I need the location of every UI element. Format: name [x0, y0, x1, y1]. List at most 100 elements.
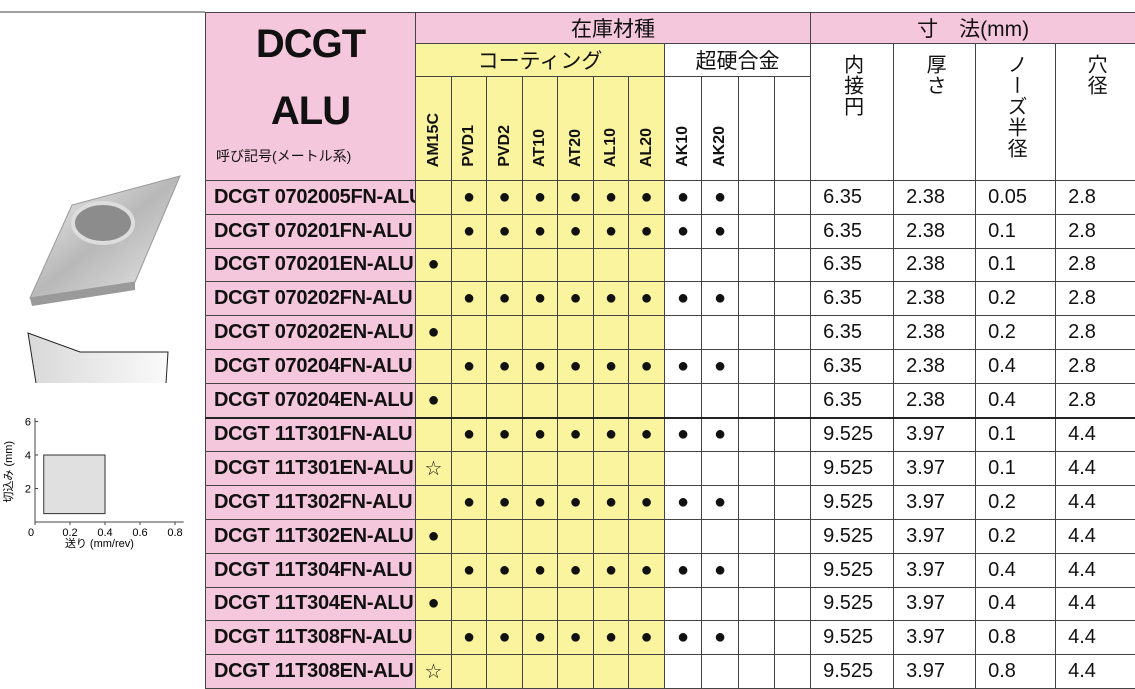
series-title: DCGT: [206, 13, 415, 76]
stock-mark: [487, 587, 523, 621]
stock-mark: [523, 383, 558, 417]
coating-header: コーティング: [416, 44, 665, 77]
series-cell: DCGT ALU 呼び記号(メートル系): [206, 13, 416, 181]
empty-cell: [739, 621, 775, 655]
stock-mark: [487, 248, 523, 282]
dimension-col-label: 厚さ: [920, 54, 949, 96]
grade-label: AL10: [602, 128, 620, 167]
dimension-value: 0.2: [976, 282, 1056, 316]
stock-mark: ●: [665, 486, 702, 520]
dimension-value: 0.2: [976, 316, 1056, 350]
stock-mark: ●: [665, 553, 702, 587]
x-axis-label: 送り (mm/rev): [65, 536, 134, 550]
grade-header: PVD1: [452, 77, 487, 181]
dimension-col-header: 内接円: [811, 44, 894, 181]
cutting-region: [44, 455, 105, 514]
stock-mark: [558, 383, 594, 417]
y-tick-label: 6: [25, 417, 31, 429]
designation: DCGT 070204FN-ALU: [206, 349, 416, 383]
grade-label: PVD2: [496, 125, 514, 167]
y-tick-label: 4: [25, 450, 31, 462]
stock-mark: [558, 316, 594, 350]
dimension-value: 2.8: [1056, 316, 1135, 350]
stock-mark: ●: [523, 214, 558, 248]
empty-cell: [775, 655, 811, 689]
dimension-value: 0.2: [976, 486, 1056, 520]
stock-mark: ●: [452, 282, 487, 316]
dimension-value: 6.35: [811, 214, 894, 248]
stock-mark: ●: [452, 349, 487, 383]
stock-mark: ●: [487, 181, 523, 215]
dimension-value: 9.525: [811, 621, 894, 655]
stock-mark: ●: [702, 621, 739, 655]
dimension-col-label: 穴径: [1081, 54, 1110, 96]
stock-mark: [702, 316, 739, 350]
stock-mark: ●: [487, 418, 523, 452]
dimension-value: 3.97: [894, 587, 976, 621]
stock-mark: [487, 383, 523, 417]
stock-mark: [416, 181, 452, 215]
stock-mark: ●: [558, 214, 594, 248]
empty-cell: [739, 452, 775, 486]
designation: DCGT 11T301FN-ALU: [206, 418, 416, 452]
stock-mark: [416, 486, 452, 520]
empty-header: [739, 77, 775, 181]
stock-mark: [702, 383, 739, 417]
dimension-value: 2.8: [1056, 282, 1135, 316]
dimension-value: 3.97: [894, 452, 976, 486]
stock-mark: [665, 452, 702, 486]
dimension-value: 2.38: [894, 383, 976, 417]
stock-mark: [558, 519, 594, 553]
stock-mark: [416, 418, 452, 452]
empty-cell: [775, 587, 811, 621]
dimension-value: 4.4: [1056, 587, 1135, 621]
stock-mark: ●: [702, 486, 739, 520]
dimension-value: 0.1: [976, 452, 1056, 486]
stock-mark: ☆: [416, 452, 452, 486]
stock-mark: [702, 587, 739, 621]
dimension-value: 4.4: [1056, 418, 1135, 452]
stock-mark: [702, 519, 739, 553]
stock-mark: ●: [629, 214, 665, 248]
designation: DCGT 11T308EN-ALU: [206, 655, 416, 689]
dimension-value: 4.4: [1056, 519, 1135, 553]
stock-mark: ●: [452, 553, 487, 587]
dimension-value: 0.4: [976, 587, 1056, 621]
stock-mark: ●: [665, 621, 702, 655]
stock-mark: ●: [487, 553, 523, 587]
dimension-value: 3.97: [894, 621, 976, 655]
stock-mark: [594, 316, 629, 350]
grade-header: AL10: [594, 77, 629, 181]
empty-cell: [739, 553, 775, 587]
stock-mark: [702, 655, 739, 689]
stock-mark: [629, 519, 665, 553]
stock-mark: ●: [416, 587, 452, 621]
stock-mark: [523, 519, 558, 553]
designation: DCGT 11T304FN-ALU: [206, 553, 416, 587]
stock-mark: ●: [558, 553, 594, 587]
stock-mark: [594, 587, 629, 621]
stock-mark: ●: [702, 181, 739, 215]
dimension-value: 0.4: [976, 349, 1056, 383]
stock-mark: [452, 383, 487, 417]
designation: DCGT 11T301EN-ALU: [206, 452, 416, 486]
empty-header: [775, 77, 811, 181]
dimension-value: 0.2: [976, 519, 1056, 553]
dimension-value: 2.38: [894, 214, 976, 248]
stock-mark: [452, 587, 487, 621]
stock-mark: [594, 248, 629, 282]
grade-header: AT20: [558, 77, 594, 181]
dimension-value: 9.525: [811, 418, 894, 452]
stock-mark: ●: [523, 282, 558, 316]
y-axis-label: 切込み (mm): [2, 441, 15, 503]
stock-mark: [629, 587, 665, 621]
dimension-value: 2.38: [894, 316, 976, 350]
dimension-col-header: ノーズ半径: [976, 44, 1056, 181]
stock-mark: ●: [452, 214, 487, 248]
dimension-value: 3.97: [894, 486, 976, 520]
stock-mark: ●: [416, 248, 452, 282]
dimension-value: 2.8: [1056, 383, 1135, 417]
x-tick-label: 0.6: [132, 527, 147, 539]
